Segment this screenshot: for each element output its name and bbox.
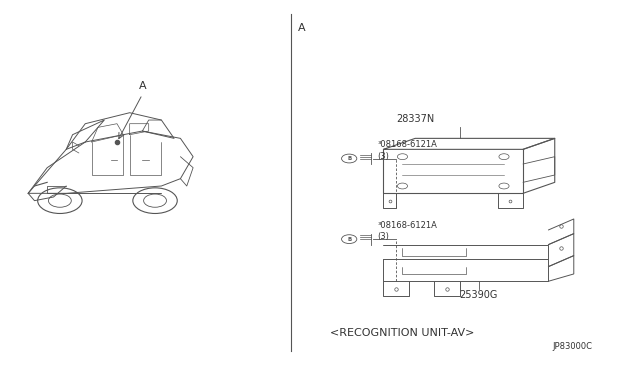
Text: B: B bbox=[347, 237, 351, 242]
Text: 28337N: 28337N bbox=[396, 114, 435, 124]
Text: 25390G: 25390G bbox=[460, 291, 498, 301]
Text: <RECOGNITION UNIT-AV>: <RECOGNITION UNIT-AV> bbox=[330, 328, 475, 337]
Text: A: A bbox=[298, 23, 305, 33]
Text: A: A bbox=[138, 81, 146, 91]
Text: ³08168-6121A
(3): ³08168-6121A (3) bbox=[377, 221, 437, 241]
Text: JP83000C: JP83000C bbox=[553, 342, 593, 351]
Text: B: B bbox=[347, 156, 351, 161]
Text: ³08168-6121A
(3): ³08168-6121A (3) bbox=[377, 140, 437, 161]
